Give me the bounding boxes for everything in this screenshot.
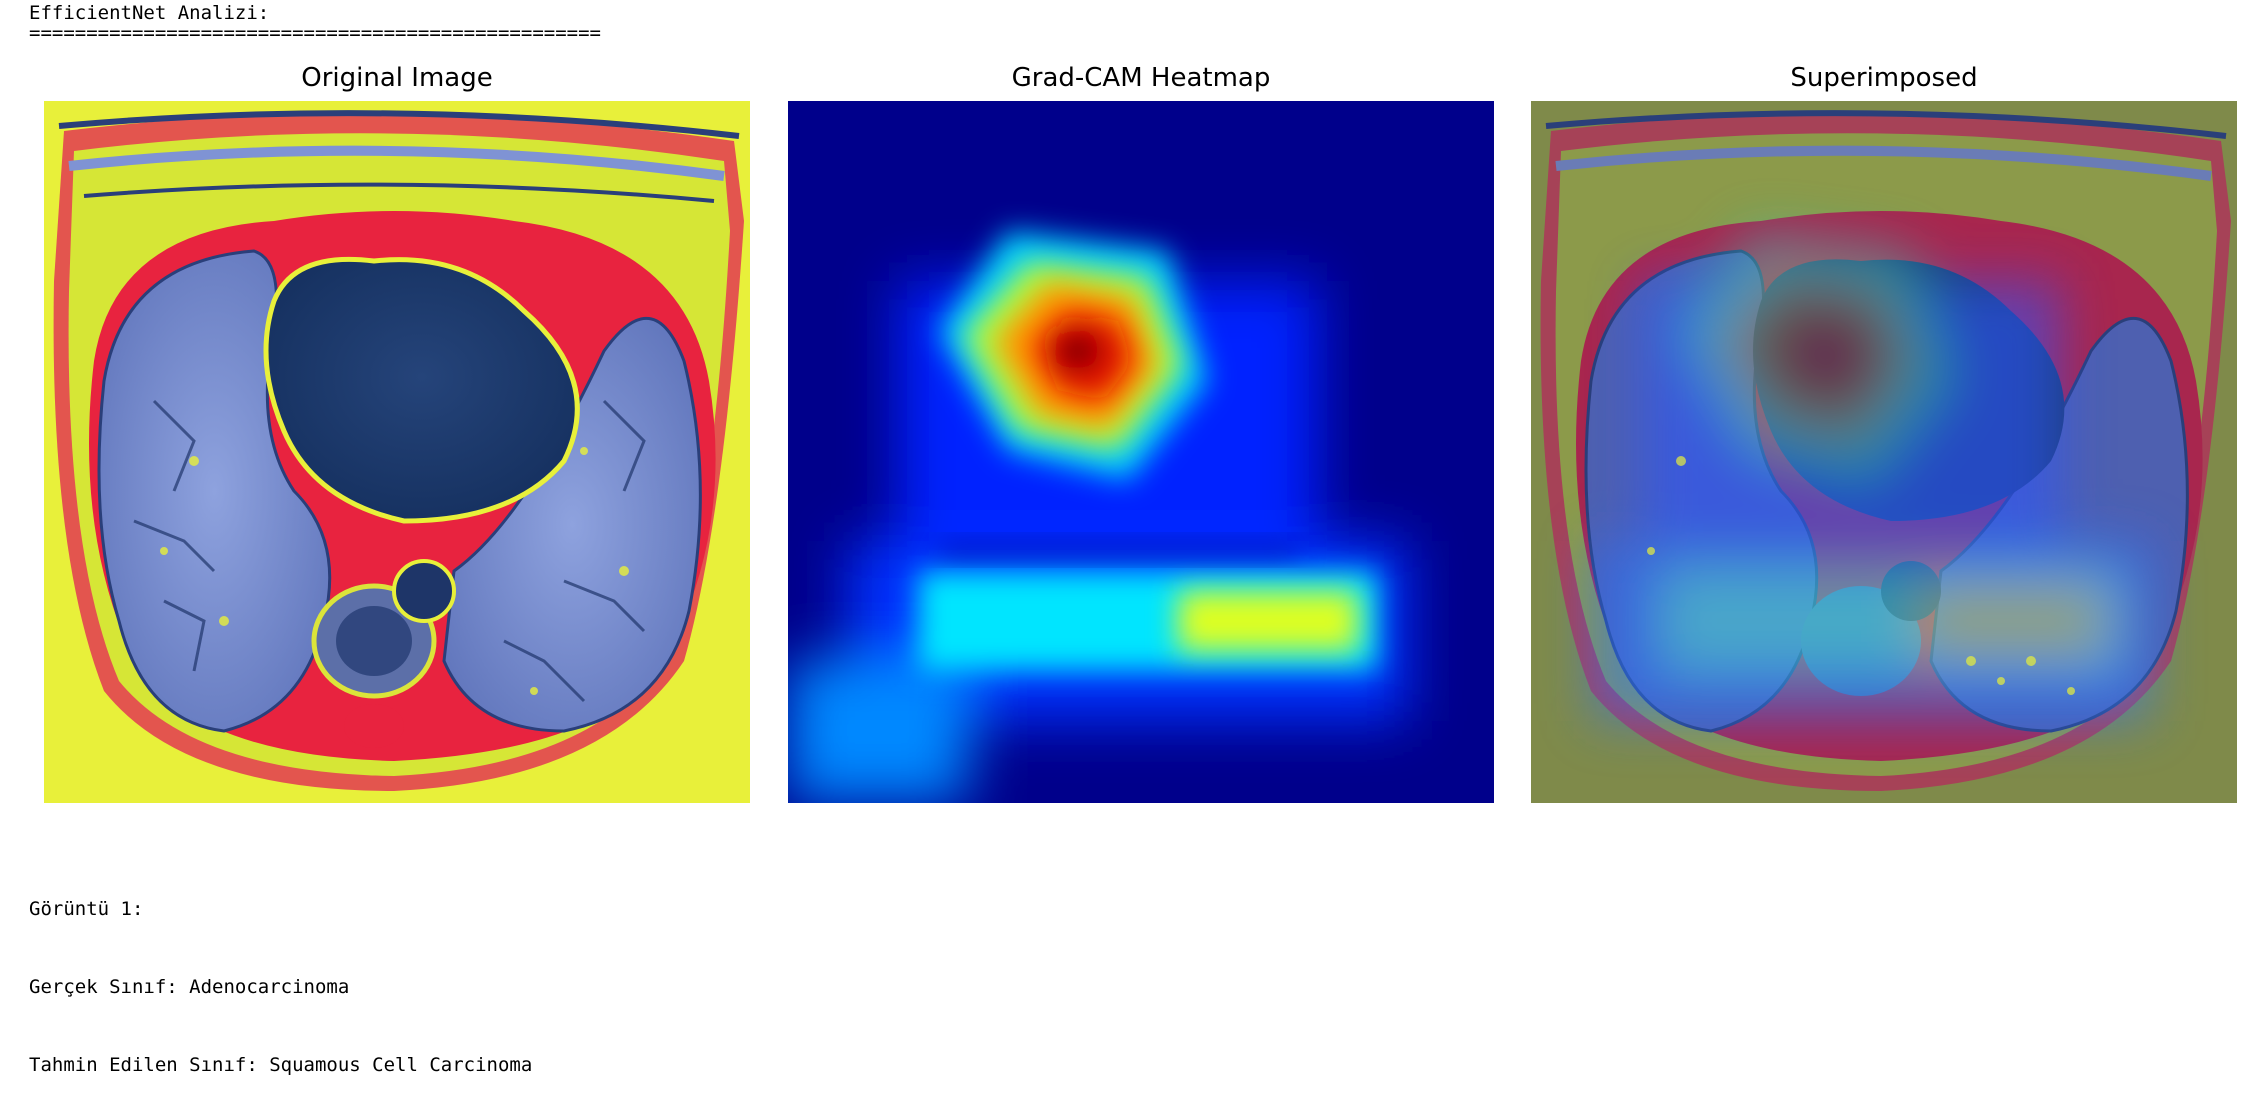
- overlay-image: [1531, 101, 2237, 803]
- heatmap-image: [788, 101, 1494, 803]
- image-index-line: Görüntü 1:: [29, 898, 144, 920]
- panel-original: Original Image: [44, 60, 750, 803]
- true-class-line: Gerçek Sınıf: Adenocarcinoma: [29, 976, 350, 998]
- predicted-class-line: Tahmin Edilen Sınıf: Squamous Cell Carci…: [29, 1054, 533, 1076]
- panel-heatmap: Grad-CAM Heatmap: [788, 60, 1494, 803]
- notebook-output-divider: ========================================…: [29, 22, 601, 44]
- panel-title-heatmap: Grad-CAM Heatmap: [1011, 63, 1271, 93]
- panel-title-original: Original Image: [301, 63, 493, 93]
- prediction-result: Görüntü 1: Gerçek Sınıf: Adenocarcinoma …: [29, 844, 532, 1104]
- panel-title-superimposed: Superimposed: [1790, 63, 1978, 93]
- notebook-output-title: EfficientNet Analizi:: [29, 2, 270, 24]
- panel-superimposed: Superimposed: [1531, 60, 2237, 803]
- ct-scan-image: [44, 101, 750, 803]
